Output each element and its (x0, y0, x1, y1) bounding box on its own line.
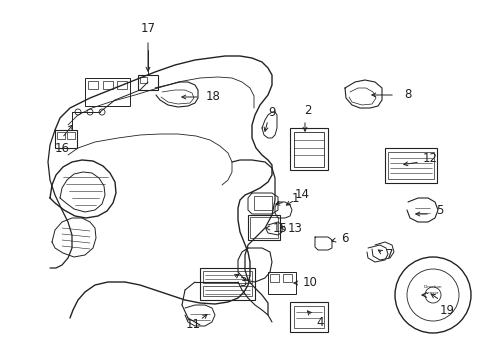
Bar (253, 196, 271, 210)
Text: 13: 13 (287, 221, 302, 234)
Bar (103, 81, 113, 89)
Bar (289, 128, 327, 170)
Bar (88, 81, 98, 89)
Bar (203, 286, 251, 296)
Text: 1: 1 (291, 192, 298, 204)
Bar (57, 132, 65, 139)
Text: 7: 7 (386, 248, 393, 261)
Bar (117, 81, 127, 89)
Bar (384, 148, 436, 183)
Text: 6: 6 (341, 231, 348, 244)
Bar (67, 132, 75, 139)
Bar (55, 130, 77, 148)
Bar (85, 78, 130, 106)
Text: 17: 17 (140, 22, 155, 35)
Text: 12: 12 (422, 152, 437, 165)
Bar (247, 215, 280, 240)
Bar (293, 132, 324, 167)
Text: 10: 10 (302, 275, 317, 288)
Text: 3: 3 (239, 275, 246, 288)
Bar (138, 75, 158, 90)
Text: 16: 16 (54, 141, 69, 154)
Text: sensor: sensor (426, 291, 439, 295)
Text: Direction: Direction (423, 285, 441, 289)
Bar (140, 77, 147, 83)
Text: 15: 15 (272, 221, 287, 234)
Text: 8: 8 (404, 89, 411, 102)
Text: 18: 18 (205, 90, 220, 104)
Bar (200, 268, 254, 300)
Bar (203, 271, 251, 283)
Bar (387, 152, 433, 179)
Bar (269, 274, 279, 282)
Text: 11: 11 (185, 319, 200, 332)
Text: 4: 4 (316, 315, 323, 328)
Bar (293, 306, 324, 328)
Bar (289, 302, 327, 332)
Bar (283, 274, 291, 282)
Text: 2: 2 (304, 104, 311, 117)
Text: 9: 9 (268, 105, 275, 118)
Bar (267, 272, 295, 294)
Text: 14: 14 (294, 189, 309, 202)
Text: 19: 19 (439, 303, 453, 316)
Text: 5: 5 (435, 203, 443, 216)
Bar (249, 217, 278, 238)
